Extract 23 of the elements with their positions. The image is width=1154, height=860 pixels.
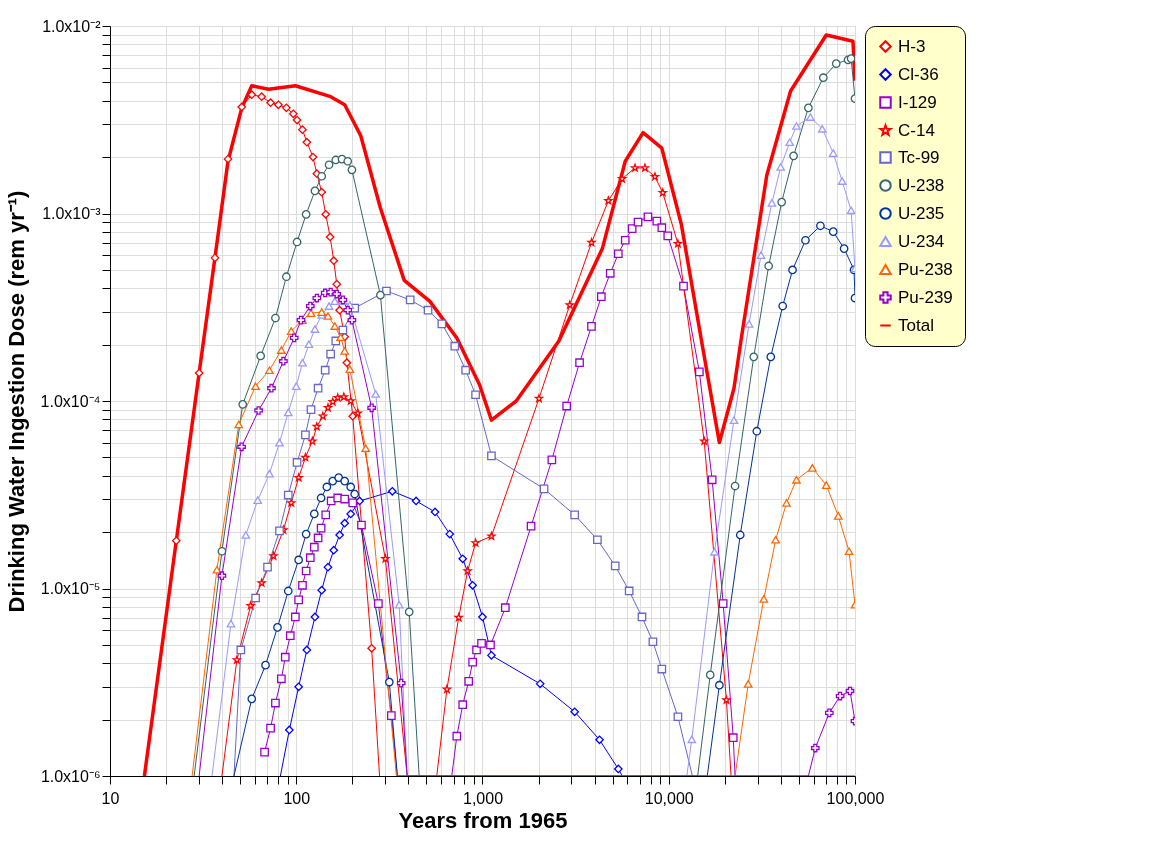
legend-label: Cl-36: [898, 64, 939, 84]
legend-label: U-235: [898, 203, 945, 223]
legend-label: Pu-238: [898, 259, 953, 279]
x-axis-title: Years from 1965: [398, 807, 568, 833]
legend-label: U-234: [898, 231, 945, 251]
legend-label: Total: [898, 315, 934, 335]
x-tick-label: 1,000: [462, 789, 504, 807]
y-tick-label: 1.0x10⁻³: [42, 205, 102, 222]
y-axis-title: Drinking Water Ingestion Dose (rem yr⁻¹): [3, 190, 29, 613]
y-tick-label: 1.0x10⁻⁴: [40, 392, 101, 410]
legend-label: H-3: [898, 36, 926, 56]
legend-label: Tc-99: [898, 147, 940, 167]
y-tick-label: 1.0x10⁻⁶: [40, 767, 101, 785]
legend-label: I-129: [898, 92, 937, 112]
y-tick-label: 1.0x10⁻⁵: [40, 580, 101, 597]
x-tick-label: 10,000: [644, 789, 694, 807]
legend-label: U-238: [898, 175, 945, 195]
x-tick-label: 100,000: [826, 789, 885, 807]
x-tick-label: 10: [101, 789, 120, 807]
legend-label: Pu-239: [898, 287, 953, 307]
x-tick-label: 100: [283, 789, 311, 807]
legend-label: C-14: [898, 120, 935, 140]
y-tick-label: 1.0x10⁻²: [42, 17, 102, 35]
